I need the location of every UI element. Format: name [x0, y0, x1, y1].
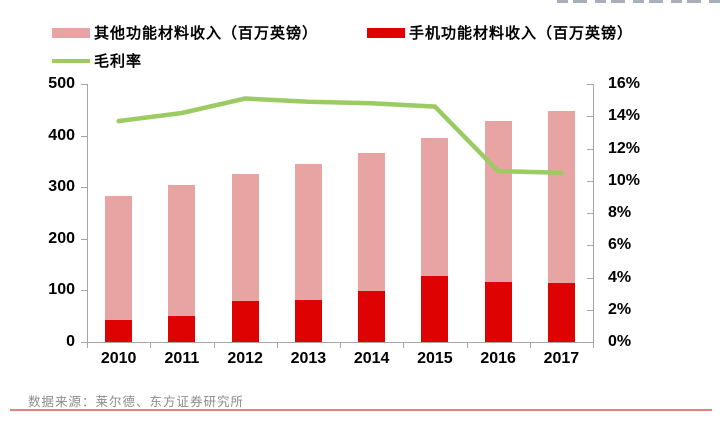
bar-other-2011	[168, 184, 196, 316]
x-axis-tick	[529, 342, 531, 348]
y-axis-right-label: 0%	[608, 333, 632, 350]
y-axis-left-tick	[81, 290, 87, 292]
x-axis-label-2011: 2011	[164, 350, 200, 367]
y-axis-right-label: 8%	[608, 204, 632, 221]
bar-other-2016	[484, 120, 512, 283]
y-axis-left-tick	[81, 342, 87, 343]
legend-label: 手机功能材料收入（百万英镑）	[409, 26, 634, 42]
y-axis-right-tick	[587, 213, 593, 214]
bar-mobile-2017	[547, 283, 575, 342]
bar-other-2014	[358, 152, 386, 291]
x-axis-tick	[403, 342, 405, 348]
y-axis-left-label: 0	[66, 333, 75, 350]
y-axis-right-tick	[587, 116, 593, 118]
legend-swatch-red	[367, 27, 405, 38]
y-axis-left-label: 500	[48, 75, 75, 92]
y-axis-left-label: 200	[48, 229, 75, 247]
y-axis-right-tick	[587, 342, 593, 343]
y-axis-right-tick	[587, 245, 593, 247]
cropped-text-fragment	[557, 0, 720, 3]
bar-other-2010	[105, 195, 133, 321]
y-axis-right-label: 10%	[608, 171, 641, 189]
y-axis-right-tick	[587, 180, 593, 182]
y-axis-right-tick	[587, 84, 593, 85]
y-axis-left-tick	[81, 238, 87, 240]
bar-mobile-2016	[484, 282, 512, 342]
x-axis-label-2017: 2017	[543, 350, 580, 367]
y-axis-right-tick	[587, 277, 593, 279]
y-axis-left-label: 400	[48, 126, 75, 144]
bar-mobile-2015	[421, 276, 449, 342]
x-axis-label-2014: 2014	[353, 350, 390, 367]
y-axis-right-label: 2%	[608, 300, 632, 318]
y-axis-left-tick	[81, 187, 87, 189]
x-axis-label-2010: 2010	[100, 350, 137, 367]
x-axis-tick	[276, 342, 278, 348]
legend-label: 其他功能材料收入（百万英镑）	[94, 26, 319, 42]
legend-swatch-pink	[52, 27, 90, 38]
y-axis-right-label: 6%	[608, 236, 632, 254]
x-axis-label-2016: 2016	[480, 350, 516, 367]
legend-item-mobile-revenue: 手机功能材料收入（百万英镑）	[367, 22, 633, 43]
y-axis-right-label: 12%	[608, 139, 641, 157]
x-axis-tick	[213, 342, 215, 348]
y-axis-left-label: 100	[48, 281, 75, 299]
y-axis-left	[87, 84, 88, 342]
legend-item-other-revenue: 其他功能材料收入（百万英镑）	[52, 22, 318, 43]
x-axis-tick	[87, 342, 88, 348]
bar-mobile-2014	[358, 290, 386, 342]
y-axis-left-tick	[81, 135, 87, 137]
bar-other-2012	[231, 174, 259, 302]
legend-label: 毛利率	[94, 54, 143, 70]
legend-item-gross-margin: 毛利率	[52, 50, 142, 71]
bar-mobile-2013	[294, 299, 322, 342]
x-axis-tick	[150, 342, 152, 348]
y-axis-right-tick	[587, 309, 593, 311]
bar-other-2013	[294, 164, 322, 300]
x-axis-tick	[340, 342, 341, 348]
y-axis-left-tick	[81, 84, 87, 85]
footer-divider-line	[10, 409, 712, 411]
bar-mobile-2010	[105, 320, 133, 342]
y-axis-right-label: 16%	[608, 75, 641, 92]
data-source-note: 数据来源：莱尔德、东方证券研究所	[28, 395, 245, 409]
x-axis-label-2015: 2015	[417, 350, 453, 367]
y-axis-right-label: 14%	[608, 107, 641, 125]
legend-swatch-green-line	[52, 58, 90, 63]
bar-other-2015	[421, 138, 449, 277]
bar-other-2017	[547, 110, 575, 284]
y-axis-right-label: 4%	[608, 268, 632, 286]
y-axis-right-tick	[587, 148, 593, 150]
x-axis-tick	[466, 342, 468, 348]
bar-mobile-2012	[231, 301, 259, 342]
y-axis-left-label: 300	[48, 178, 75, 196]
x-axis-label-2012: 2012	[227, 350, 263, 367]
y-axis-right	[593, 84, 594, 342]
x-axis-label-2013: 2013	[290, 350, 327, 367]
bar-mobile-2011	[168, 315, 196, 342]
x-axis-tick	[593, 342, 594, 348]
